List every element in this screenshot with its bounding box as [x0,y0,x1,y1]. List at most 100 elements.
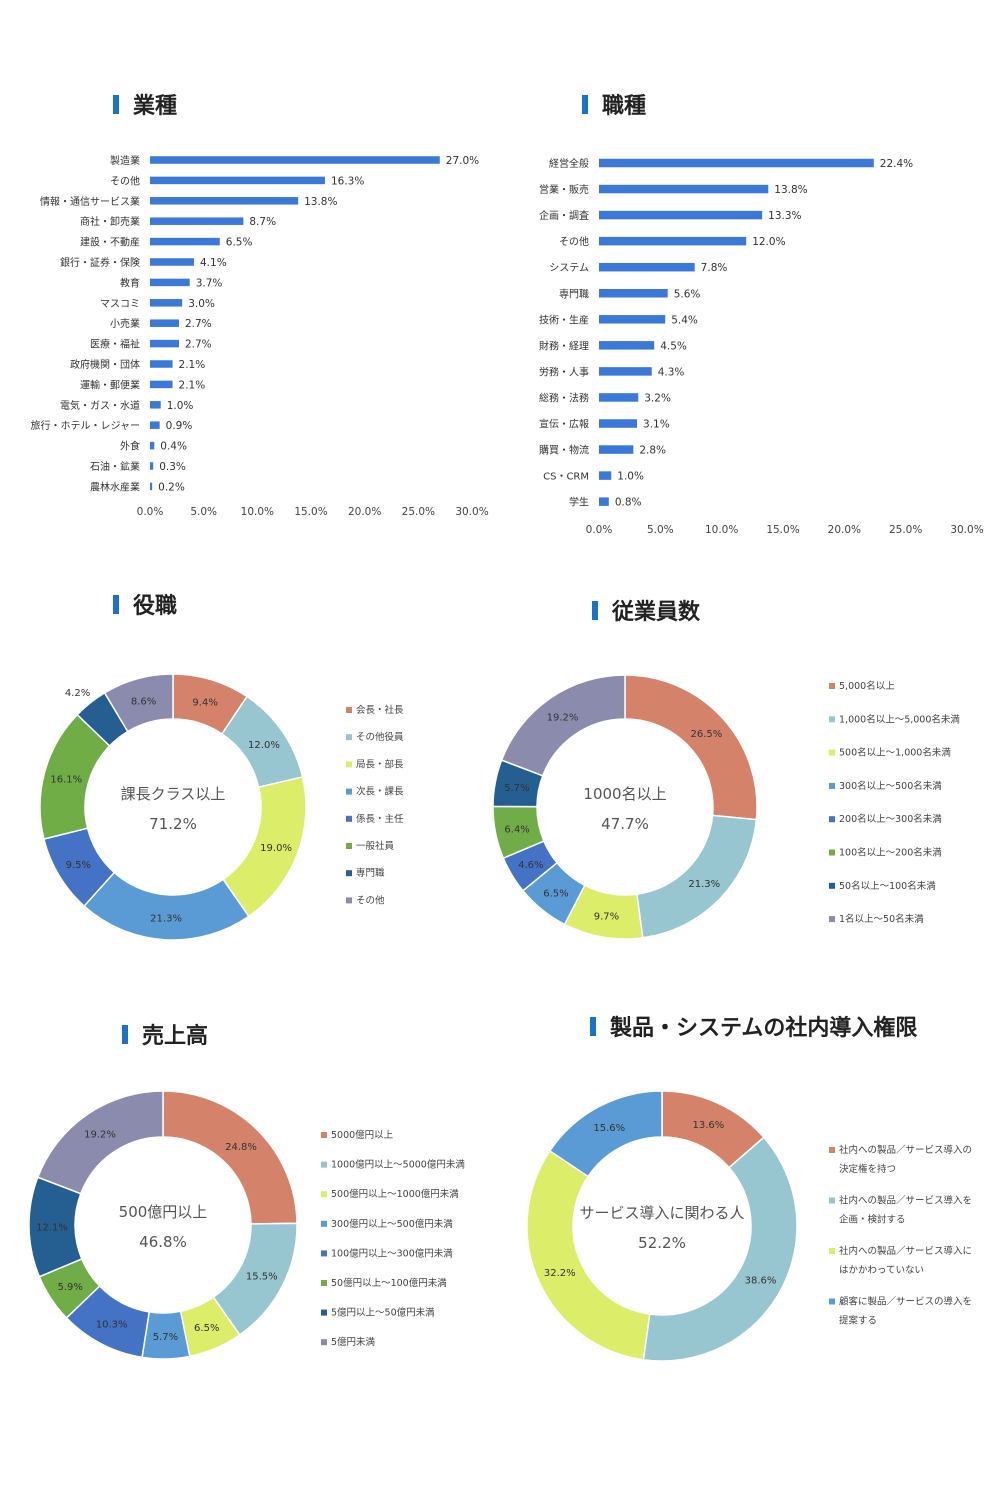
legend-4: 5000億円以上 1000億円以上～5000億円未満 500億円以上～1000億円未… [321,1129,465,1348]
data-label: 3.0% [188,298,215,310]
center-value: 52.2% [638,1234,686,1252]
slice-data-label: 5.7% [504,783,529,794]
title-accent-bar [582,95,588,114]
legend-swatch [346,788,352,795]
data-label: 2.8% [639,445,666,457]
slice-data-label: 32.2% [544,1268,576,1279]
bar [599,367,652,376]
category-label: 運輸・郵便業 [80,378,140,391]
bar [599,262,695,272]
data-label: 1.0% [617,471,644,483]
legend-5: 社内への製品／サービス導入の決定権を持つ社内への製品／サービス導入を企画・検討す… [829,1144,972,1327]
category-label: 銀行・証券・保険 [60,256,140,269]
slice-data-label: 38.6% [745,1275,777,1286]
section-title-text: 役職 [133,593,177,619]
category-label: 農林水産業 [90,480,140,493]
data-label: 0.9% [166,420,193,432]
donut-slice [526,1149,651,1361]
slice-data-label: 9.5% [66,860,91,871]
donut-chart-2: 9.4% 12.0% 19.0% 21.3% 9.5% 16.1% 4.2% 8.6% 課長クラ… [39,673,307,941]
legend-label: 提案する [839,1315,877,1327]
slice-data-label: 6.5% [194,1323,219,1334]
bar [599,419,638,428]
slice-data-label: 12.0% [248,740,280,751]
legend-swatch [321,1280,327,1286]
bar [599,236,747,246]
category-label: 学生 [569,496,589,509]
legend-label: 5億円未満 [331,1336,376,1348]
legend-label: 5,000名以上 [839,680,895,692]
data-label: 0.4% [160,441,187,453]
data-label: 7.8% [701,262,728,274]
legend-swatch [829,1248,835,1254]
axis-tick-label: 5.0% [647,524,674,536]
legend-swatch [346,843,352,849]
donut-chart-4: 24.8% 15.5% 6.5% 5.7% 10.3% 5.9% 12.1% 19.2% 500… [28,1090,298,1360]
legend-label: その他役員 [356,731,404,743]
data-label: 16.3% [331,175,364,187]
category-label: 経営全般 [549,157,589,170]
legend-swatch [346,734,352,741]
data-label: 0.3% [159,461,186,473]
legend-label: 局長・部長 [356,758,404,770]
legend-label: 5000億円以上 [331,1129,394,1141]
category-label: 財務・経理 [539,339,589,352]
section-title-0: 業種 [113,94,177,119]
legend-label: 社内への製品／サービス導入を [839,1195,972,1207]
axis-tick-label: 25.0% [889,524,922,536]
legend-swatch [346,870,352,877]
slice-data-label: 19.2% [547,712,579,723]
data-label: 3.1% [643,419,670,431]
legend-label: 500億円以上～1000億円未満 [331,1188,459,1200]
title-accent-bar [113,595,119,614]
legend-swatch [829,816,835,823]
legend-swatch [829,1147,835,1153]
legend-swatch [346,815,352,822]
category-label: 購買・物流 [539,444,589,457]
legend-swatch [829,916,835,923]
legend-label: 300億円以上～500億円未満 [331,1218,453,1230]
center-label: 1000名以上 [583,785,666,803]
title-accent-bar [590,1017,596,1036]
bar [599,341,655,350]
donut-chart-3: 26.5% 21.3% 9.7% 6.5% 4.6% 6.4% 5.7% 19.2% 1000名… [492,674,758,940]
legend-label: 会長・社長 [356,704,404,716]
axis-tick-label: 15.0% [766,524,799,536]
category-label: 労務・人事 [539,365,589,378]
slice-data-label: 9.7% [594,911,619,922]
bar-chart-0: 製造業 27.0% その他 16.3% 情報・通信サービス業 13.8% 商社・卸売業 8.7… [31,154,489,518]
center-label: サービス導入に関わる人 [579,1204,744,1222]
legend-label: 300名以上～500名未満 [839,780,942,792]
data-label: 2.7% [185,318,212,330]
legend-label: 5億円以上～50億円未満 [331,1307,435,1319]
donut-slice [36,1090,164,1195]
slice-data-label: 26.5% [691,729,723,740]
data-label: 3.7% [196,277,223,289]
section-title-text: 従業員数 [611,599,701,625]
data-label: 6.5% [226,237,253,249]
section-title-4: 売上高 [122,1023,208,1049]
slice-data-label: 12.1% [36,1223,68,1234]
bar [150,319,179,327]
bar [150,441,155,450]
bar [599,210,763,220]
slice-data-label: 9.4% [192,697,217,708]
bar [150,339,179,348]
bar [599,289,668,298]
data-label: 13.8% [304,196,337,208]
category-label: 情報・通信サービス業 [40,195,140,208]
axis-tick-label: 20.0% [828,524,861,536]
legend-swatch [321,1191,327,1198]
slice-data-label: 16.1% [50,774,82,785]
category-label: 外食 [120,440,140,453]
legend-label: 決定権を持つ [839,1163,896,1175]
bar [150,156,440,164]
axis-tick-label: 20.0% [348,506,381,518]
section-title-5: 製品・システムの社内導入権限 [590,1015,917,1041]
legend-swatch [346,707,352,713]
section-title-2: 役職 [113,593,177,619]
axis-tick-label: 5.0% [190,506,217,518]
data-label: 3.2% [644,392,671,404]
category-label: 電気・ガス・水道 [60,399,140,412]
